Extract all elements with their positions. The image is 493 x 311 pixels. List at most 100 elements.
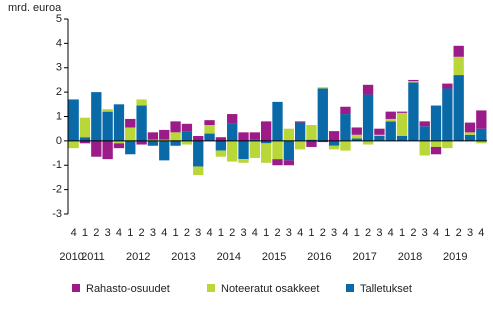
bar-segment — [215, 140, 227, 151]
bar-segment — [159, 140, 170, 161]
y-tick-label: 4 — [56, 37, 62, 49]
bar-segment — [340, 114, 351, 141]
legend-swatch — [72, 284, 80, 292]
year-label: 2014 — [217, 251, 241, 263]
y-tick-label: 5 — [56, 13, 62, 25]
bar-segment — [249, 132, 261, 140]
bar-segment — [249, 139, 261, 141]
bar-segment — [136, 140, 147, 145]
bar-segment — [464, 122, 476, 133]
bar-segment — [374, 136, 385, 141]
x-tick-label: 2 — [93, 227, 99, 239]
year-label: 2012 — [126, 251, 150, 263]
bar-segment — [113, 140, 125, 144]
bar-segment — [328, 131, 340, 141]
bar-segment — [306, 139, 317, 141]
bar-segment — [204, 120, 215, 126]
bar-segment — [215, 137, 227, 141]
bar-segment — [227, 140, 238, 162]
x-tick-label: 4 — [206, 227, 212, 239]
bar-segment — [147, 139, 159, 141]
x-tick-label: 2 — [184, 227, 190, 239]
x-tick-label: 3 — [286, 227, 292, 239]
bar-segment — [68, 99, 79, 141]
bar-segment — [453, 56, 464, 76]
x-tick-label: 3 — [195, 227, 201, 239]
legend-label: Noteeratut osakkeet — [221, 283, 319, 295]
legend-swatch — [346, 284, 354, 292]
year-label: 2010 — [59, 251, 83, 263]
bar-segment — [306, 140, 317, 147]
bar-segment — [238, 159, 249, 163]
bar-segment — [306, 125, 317, 140]
bar-segment — [453, 45, 464, 57]
bar-segment — [442, 83, 453, 89]
bar-segment — [102, 140, 113, 160]
x-tick-label: 1 — [263, 227, 269, 239]
bar-segment — [351, 138, 362, 141]
year-label: 2013 — [171, 251, 195, 263]
bar-segment — [91, 140, 102, 157]
bar-segment — [408, 79, 419, 82]
x-tick-label: 1 — [127, 227, 133, 239]
bar-segment — [464, 132, 476, 135]
bar-segment — [136, 99, 147, 106]
bar-segment — [317, 140, 328, 143]
x-tick-label: 4 — [433, 227, 439, 239]
x-tick-label: 1 — [82, 227, 88, 239]
x-tick-label: 2 — [320, 227, 326, 239]
bar-segment — [215, 150, 227, 157]
bar-segment — [238, 140, 249, 160]
bar-segment — [283, 128, 294, 141]
bar-segment — [374, 134, 385, 136]
bar-segment — [362, 140, 374, 145]
y-tick-label: 2 — [56, 86, 62, 98]
y-tick-label: -1 — [52, 159, 62, 171]
bar-segment — [283, 140, 294, 161]
bar-segment — [408, 82, 419, 141]
x-tick-label: 2 — [456, 227, 462, 239]
x-tick-label: 2 — [139, 227, 145, 239]
bar-segment — [317, 87, 328, 89]
x-tick-label: 3 — [331, 227, 337, 239]
bar-segment — [328, 145, 340, 150]
x-tick-label: 2 — [410, 227, 416, 239]
bar-segment — [261, 140, 272, 144]
bar-segment — [227, 114, 238, 124]
bar-segment — [340, 106, 351, 115]
bar-segment — [193, 136, 204, 141]
x-tick-label: 3 — [150, 227, 156, 239]
x-tick-label: 1 — [444, 227, 450, 239]
bar-segment — [396, 136, 408, 141]
bar-segment — [294, 140, 306, 150]
bar-segment — [476, 140, 487, 144]
bar-segment — [408, 81, 419, 83]
bar-segment — [79, 140, 91, 144]
x-tick-label: 1 — [218, 227, 224, 239]
bar-segment — [261, 143, 272, 163]
bar-segment — [125, 127, 136, 141]
x-tick-label: 1 — [173, 227, 179, 239]
y-tick-label: 3 — [56, 62, 62, 74]
year-label: 2019 — [443, 251, 467, 263]
bar-segment — [442, 88, 453, 141]
x-tick-label: 4 — [116, 227, 122, 239]
bar-segment — [385, 118, 396, 122]
bar-segment — [362, 84, 374, 95]
legend-swatch — [207, 284, 215, 292]
bar-segment — [261, 121, 272, 141]
bar-segment — [113, 104, 125, 141]
y-tick-label: -2 — [52, 184, 62, 196]
x-tick-label: 2 — [229, 227, 235, 239]
x-tick-label: 4 — [342, 227, 348, 239]
bar-segment — [159, 139, 170, 141]
bar-segment — [430, 140, 442, 147]
x-tick-label: 4 — [252, 227, 258, 239]
bar-segment — [79, 117, 91, 138]
bar-segment — [136, 105, 147, 141]
y-tick-label: -3 — [52, 208, 62, 220]
bar-segment — [181, 123, 193, 132]
y-axis-label: mrd. euroa — [8, 2, 62, 14]
y-tick-label: 1 — [56, 110, 62, 122]
